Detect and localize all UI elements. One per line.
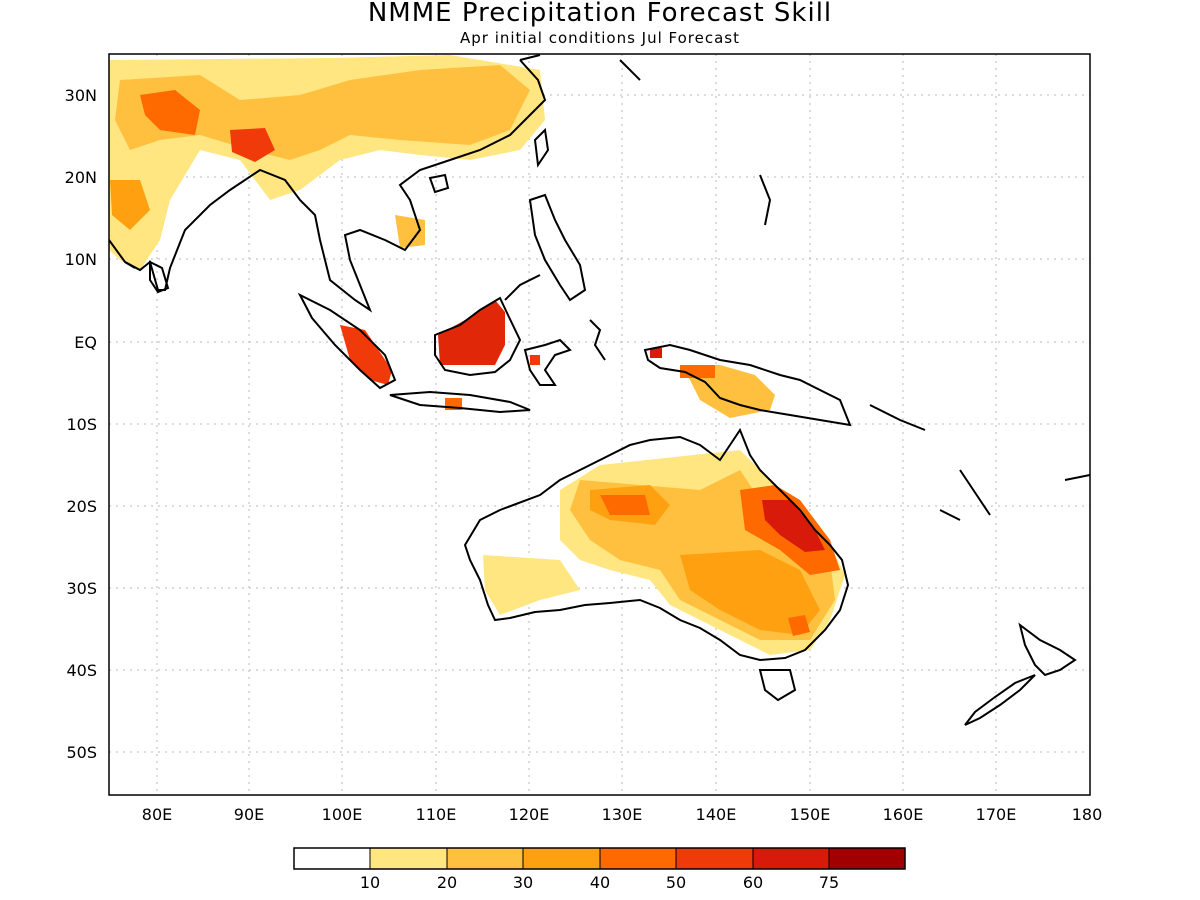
colorbar-label: 75 [819,873,839,892]
lon-label: 140E [696,805,737,824]
lon-label: 90E [234,805,264,824]
colorbar-label: 40 [590,873,610,892]
lat-label: 30N [65,86,97,105]
lon-axis: 80E 90E 100E 110E 120E 130E 140E 150E 16… [142,805,1103,824]
lon-label: 150E [790,805,831,824]
lon-label: 110E [416,805,457,824]
lon-label: 130E [602,805,643,824]
lon-label: 160E [883,805,924,824]
lon-label: 180 [1072,805,1103,824]
lat-label: 10N [65,250,97,269]
colorbar-swatch [369,847,448,870]
colorbar-swatch [675,847,754,870]
colorbar-swatch [446,847,524,870]
lat-label: 20N [65,168,97,187]
colorbar-swatch [293,847,371,870]
colorbar-label: 60 [743,873,763,892]
lat-label: 10S [66,415,97,434]
colorbar: 10 20 30 40 50 60 75 [293,847,906,892]
lon-label: 100E [322,805,363,824]
plot-frame [108,53,1091,796]
lon-label: 80E [142,805,172,824]
lat-label: EQ [74,333,97,352]
colorbar-swatch [599,847,677,870]
lat-axis: 30N 20N 10N EQ 10S 20S 30S 40S 50S [65,86,97,762]
colorbar-label: 30 [513,873,533,892]
skill-shading [109,55,845,655]
lon-label: 170E [976,805,1017,824]
lon-label: 120E [509,805,550,824]
colorbar-swatch [752,847,830,870]
lat-label: 20S [66,497,97,516]
colorbar-label: 10 [360,873,380,892]
lat-label: 30S [66,579,97,598]
colorbar-label: 20 [437,873,457,892]
coastlines [109,54,1090,726]
colorbar-label: 50 [666,873,686,892]
map-subtitle: Apr initial conditions Jul Forecast [459,29,740,47]
map-title: NMME Precipitation Forecast Skill [367,0,833,28]
lat-label: 50S [66,743,97,762]
colorbar-swatch [828,847,906,870]
colorbar-swatch [522,847,601,870]
lat-label: 40S [66,661,97,680]
